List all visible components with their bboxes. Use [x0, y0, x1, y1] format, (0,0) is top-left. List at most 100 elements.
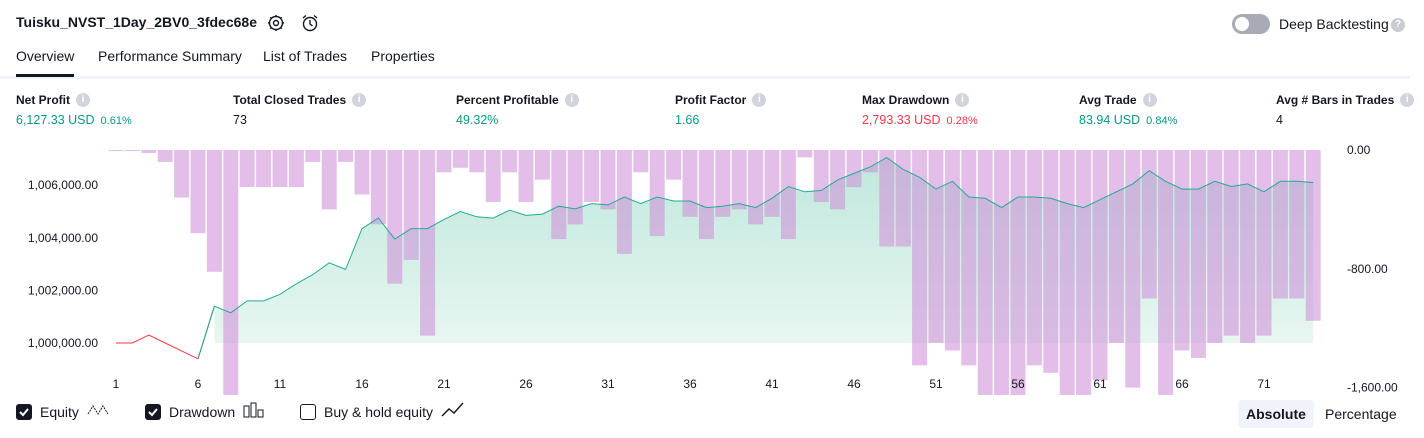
tab-list-of-trades[interactable]: List of Trades [263, 48, 348, 64]
stat-avg-bars-in-trades: Avg # Bars in Trades i 4 [1276, 93, 1415, 127]
drawdown-bars-icon [243, 402, 265, 421]
x-axis-label: 21 [437, 377, 451, 391]
drawdown-bar [912, 150, 928, 366]
drawdown-bar [1026, 150, 1042, 366]
drawdown-bar [1092, 150, 1108, 381]
equity-loss-line [116, 306, 215, 360]
info-icon[interactable]: i [76, 93, 90, 107]
y-axis-left-label: 1,004,000.00 [28, 231, 98, 245]
equity-line-icon [87, 402, 111, 421]
drawdown-bar [452, 150, 468, 168]
drawdown-bar [600, 150, 616, 210]
drawdown-bar [108, 150, 124, 151]
x-axis-label: 16 [355, 377, 369, 391]
drawdown-bar [1207, 150, 1223, 343]
drawdown-bar [403, 150, 419, 260]
tab-performance-summary[interactable]: Performance Summary [98, 48, 242, 64]
legend-equity[interactable]: Equity [16, 402, 111, 421]
drawdown-checkbox[interactable] [145, 403, 161, 420]
drawdown-bar [174, 150, 190, 198]
drawdown-bar [1305, 150, 1321, 321]
drawdown-bar [944, 150, 960, 351]
drawdown-bar [305, 150, 321, 162]
info-icon[interactable]: i [564, 93, 579, 107]
drawdown-bar [157, 150, 173, 162]
y-axis-right-label: -800.00 [1347, 262, 1388, 276]
drawdown-bar [485, 150, 501, 202]
deep-backtesting-label: Deep Backtesting [1279, 16, 1389, 32]
drawdown-bar [321, 150, 337, 210]
drawdown-bar [649, 150, 665, 237]
x-axis-label: 61 [1093, 377, 1107, 391]
drawdown-bar [239, 150, 255, 188]
x-axis-label: 11 [274, 377, 287, 391]
drawdown-bar [1240, 150, 1256, 343]
drawdown-bar [895, 150, 911, 247]
absolute-button[interactable]: Absolute [1238, 400, 1314, 428]
stat-label: Avg # Bars in Trades [1276, 93, 1395, 107]
buy-hold-checkbox[interactable] [300, 403, 316, 420]
stat-net-profit: Net Profit i 6,127.33 USD 0.61% [16, 93, 132, 127]
y-axis-right-label: -1,600.00 [1347, 381, 1398, 395]
percentage-button[interactable]: Percentage [1325, 406, 1397, 422]
y-axis-left-label: 1,000,000.00 [28, 336, 98, 350]
deep-backtesting-toggle[interactable] [1232, 14, 1270, 34]
tab-bar: Overview Performance Summary List of Tra… [0, 46, 1410, 79]
stat-profit-factor: Profit Factor i 1.66 [675, 93, 767, 127]
drawdown-bar [780, 150, 796, 240]
alarm-clock-icon[interactable] [300, 13, 320, 33]
strategy-header: Tuisku_NVST_1Day_2BV0_3fdec68e Deep Back… [0, 0, 1424, 46]
stat-label: Percent Profitable [456, 93, 559, 107]
drawdown-bar [354, 150, 370, 195]
drawdown-bar [567, 150, 583, 225]
stat-label: Avg Trade [1079, 93, 1137, 107]
chart-legend: Equity Drawdown Buy & hold equity [0, 402, 1424, 428]
equity-checkbox[interactable] [16, 403, 32, 420]
drawdown-bar [288, 150, 304, 188]
stat-value: 73 [233, 113, 247, 127]
drawdown-bar [698, 150, 714, 240]
drawdown-bar [206, 150, 222, 272]
legend-label: Equity [40, 403, 79, 420]
tab-overview[interactable]: Overview [16, 48, 75, 77]
tab-properties[interactable]: Properties [371, 48, 435, 64]
trend-line-icon [441, 402, 465, 421]
drawdown-bar [420, 150, 436, 336]
drawdown-bar [256, 150, 272, 188]
info-icon[interactable]: i [955, 93, 970, 107]
drawdown-bar [1059, 150, 1075, 395]
drawdown-bar [977, 150, 993, 395]
help-icon[interactable]: ? [1391, 18, 1405, 32]
info-icon[interactable]: i [352, 93, 367, 107]
y-axis-right-label: 0.00 [1347, 143, 1371, 157]
info-icon[interactable]: i [1142, 93, 1157, 107]
x-axis-label: 56 [1011, 377, 1025, 391]
equity-line [197, 157, 1314, 359]
legend-drawdown[interactable]: Drawdown [145, 402, 265, 421]
y-axis-left-label: 1,002,000.00 [28, 283, 98, 297]
x-axis-label: 31 [601, 377, 615, 391]
info-icon[interactable]: i [752, 93, 767, 107]
x-axis-label: 36 [683, 377, 697, 391]
drawdown-bar [1174, 150, 1190, 351]
drawdown-bar [928, 150, 944, 343]
drawdown-bar [666, 150, 682, 180]
stat-avg-trade: Avg Trade i 83.94 USD 0.84% [1079, 93, 1177, 127]
equity-drawdown-chart[interactable]: 1,000,000.00 1,002,000.00 1,004,000.00 1,00… [0, 140, 1424, 395]
x-axis-label: 71 [1257, 377, 1271, 391]
drawdown-bar [584, 150, 600, 202]
drawdown-bar [731, 150, 747, 210]
drawdown-bar [1076, 150, 1092, 395]
drawdown-bar [1289, 150, 1305, 299]
drawdown-bar [633, 150, 649, 173]
settings-icon[interactable] [266, 13, 286, 33]
stat-percent-profitable: Percent Profitable i 49.32% [456, 93, 579, 127]
x-axis-label: 66 [1175, 377, 1189, 391]
legend-buy-hold[interactable]: Buy & hold equity [300, 402, 465, 421]
drawdown-bar [748, 150, 764, 225]
drawdown-bar [994, 150, 1010, 395]
info-icon[interactable]: i [1400, 93, 1415, 107]
legend-label: Drawdown [169, 403, 236, 420]
drawdown-bar [141, 150, 157, 153]
stat-value: 4 [1276, 113, 1283, 127]
